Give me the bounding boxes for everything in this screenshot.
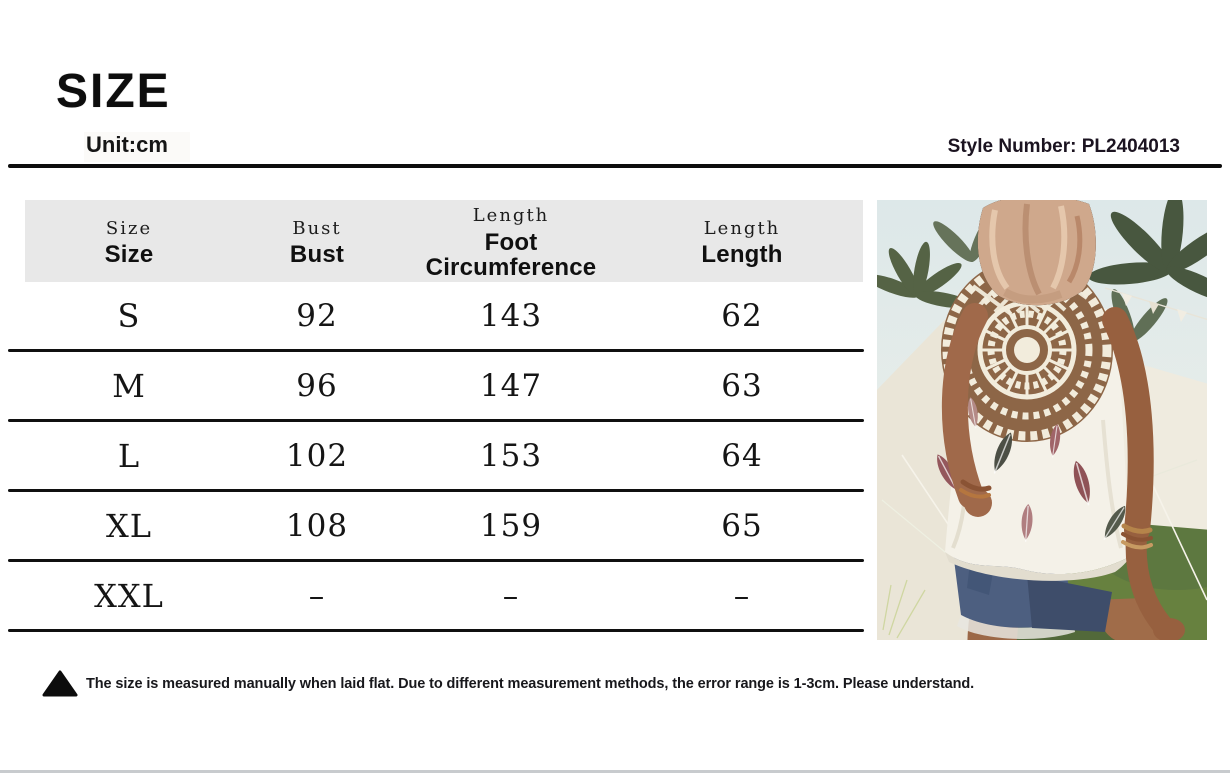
pennant-flags: [1104, 287, 1207, 322]
page-bottom-border: [0, 770, 1230, 773]
measurement-note: The size is measured manually when laid …: [42, 670, 974, 697]
row-separator: [8, 489, 864, 492]
value-cell: 62: [721, 297, 763, 334]
column-label: Size: [104, 241, 154, 269]
value-cell: 92: [296, 297, 338, 334]
table-row: S 92 143 62: [25, 282, 863, 349]
column-header-bust: Bust Bust: [233, 200, 401, 282]
column-eyebrow: Bust: [292, 217, 342, 239]
row-separator: [8, 629, 864, 632]
value-cell: 102: [285, 437, 349, 474]
size-cell: XL: [105, 506, 153, 545]
product-photo: [877, 200, 1207, 640]
table-row: M 96 147 63: [25, 352, 863, 419]
column-header-size: Size Size: [25, 200, 233, 282]
value-cell: –: [502, 577, 520, 614]
value-cell: –: [733, 577, 751, 614]
table-row: XXL – – –: [25, 562, 863, 629]
arms: [941, 303, 1185, 640]
hair: [977, 200, 1096, 306]
table-body: S 92 143 62 M 96 147 63 L 102 153 64 XL 108 159 65 XXL – –…: [8, 282, 864, 632]
column-eyebrow: Size: [105, 217, 153, 239]
value-cell: –: [308, 577, 326, 614]
table-header-row: Size Size Bust Bust Length Foot Circumfe…: [25, 200, 863, 282]
value-cell: 63: [721, 367, 763, 404]
column-header-foot-circumference: Length Foot Circumference: [401, 200, 621, 282]
value-cell: 65: [721, 507, 763, 544]
column-header-length: Length Length: [621, 200, 863, 282]
row-separator: [8, 349, 864, 352]
row-separator: [8, 559, 864, 562]
value-cell: 143: [479, 297, 543, 334]
header-divider: [8, 164, 1222, 168]
value-cell: 147: [479, 367, 543, 404]
value-cell: 96: [296, 367, 338, 404]
column-label: Foot Circumference: [425, 228, 597, 281]
style-number: Style Number: PL2404013: [947, 136, 1180, 157]
triangle-up-icon: [42, 670, 78, 697]
size-cell: M: [112, 366, 146, 405]
table-row: XL 108 159 65: [25, 492, 863, 559]
column-eyebrow: Length: [472, 204, 550, 226]
product-photo-illustration: [877, 200, 1207, 640]
unit-label: Unit:cm: [84, 132, 190, 162]
row-separator: [8, 419, 864, 422]
size-table: Size Size Bust Bust Length Foot Circumfe…: [8, 200, 864, 632]
column-label: Length: [701, 241, 783, 269]
grass-tuft: [882, 579, 926, 639]
table-row: L 102 153 64: [25, 422, 863, 489]
value-cell: 159: [479, 507, 543, 544]
value-cell: 64: [721, 437, 763, 474]
size-cell: XXL: [94, 576, 164, 615]
note-text: The size is measured manually when laid …: [86, 675, 975, 692]
column-label: Bust: [289, 241, 345, 269]
page-title: SIZE: [56, 65, 171, 118]
size-cell: L: [117, 436, 141, 475]
size-cell: S: [117, 296, 141, 335]
column-eyebrow: Length: [703, 217, 781, 239]
value-cell: 153: [479, 437, 543, 474]
value-cell: 108: [285, 507, 349, 544]
